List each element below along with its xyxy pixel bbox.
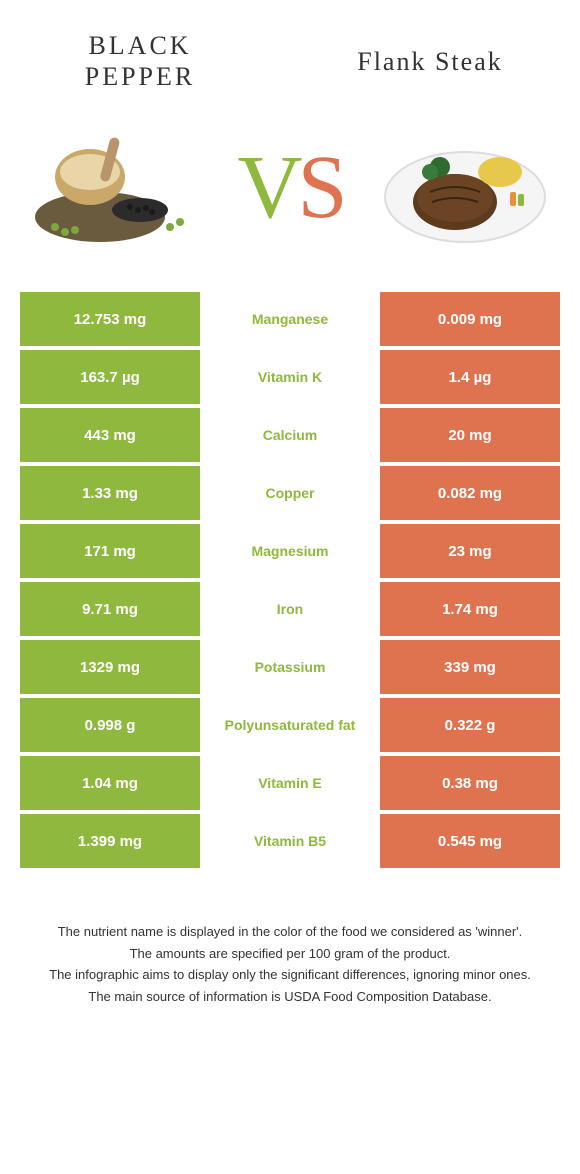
- right-value: 1.4 µg: [380, 350, 560, 404]
- right-value: 23 mg: [380, 524, 560, 578]
- nutrient-name: Copper: [200, 466, 380, 520]
- nutrient-name: Calcium: [200, 408, 380, 462]
- footer-line-3: The infographic aims to display only the…: [30, 965, 550, 985]
- table-row: 1329 mgPotassium339 mg: [20, 640, 560, 694]
- left-value: 1329 mg: [20, 640, 200, 694]
- left-food-image: [30, 122, 200, 252]
- table-row: 163.7 µgVitamin K1.4 µg: [20, 350, 560, 404]
- footer-line-2: The amounts are specified per 100 gram o…: [30, 944, 550, 964]
- right-value: 0.082 mg: [380, 466, 560, 520]
- nutrient-name: Potassium: [200, 640, 380, 694]
- left-value: 1.33 mg: [20, 466, 200, 520]
- nutrient-name: Manganese: [200, 292, 380, 346]
- right-food-title: Flank Steak: [320, 30, 540, 92]
- table-row: 1.33 mgCopper0.082 mg: [20, 466, 560, 520]
- left-food-title: BLACK PEPPER: [40, 30, 240, 92]
- table-row: 443 mgCalcium20 mg: [20, 408, 560, 462]
- nutrient-name: Vitamin K: [200, 350, 380, 404]
- table-row: 171 mgMagnesium23 mg: [20, 524, 560, 578]
- right-value: 0.545 mg: [380, 814, 560, 868]
- table-row: 1.04 mgVitamin E0.38 mg: [20, 756, 560, 810]
- footer-line-1: The nutrient name is displayed in the co…: [30, 922, 550, 942]
- right-value: 0.38 mg: [380, 756, 560, 810]
- vs-v: V: [237, 136, 297, 239]
- left-value: 1.04 mg: [20, 756, 200, 810]
- right-value: 0.322 g: [380, 698, 560, 752]
- left-value: 171 mg: [20, 524, 200, 578]
- table-row: 1.399 mgVitamin B50.545 mg: [20, 814, 560, 868]
- right-value: 339 mg: [380, 640, 560, 694]
- table-row: 0.998 gPolyunsaturated fat0.322 g: [20, 698, 560, 752]
- left-value: 163.7 µg: [20, 350, 200, 404]
- right-value: 0.009 mg: [380, 292, 560, 346]
- right-food-image: [380, 122, 550, 252]
- header: BLACK PEPPER Flank Steak: [0, 0, 580, 112]
- footer-notes: The nutrient name is displayed in the co…: [0, 872, 580, 1006]
- footer-line-4: The main source of information is USDA F…: [30, 987, 550, 1007]
- nutrient-name: Vitamin B5: [200, 814, 380, 868]
- nutrient-name: Vitamin E: [200, 756, 380, 810]
- right-value: 20 mg: [380, 408, 560, 462]
- left-value: 12.753 mg: [20, 292, 200, 346]
- vs-label: VS: [237, 136, 342, 239]
- right-value: 1.74 mg: [380, 582, 560, 636]
- left-value: 9.71 mg: [20, 582, 200, 636]
- nutrient-name: Iron: [200, 582, 380, 636]
- images-row: VS: [0, 112, 580, 292]
- left-value: 0.998 g: [20, 698, 200, 752]
- left-value: 443 mg: [20, 408, 200, 462]
- nutrient-name: Magnesium: [200, 524, 380, 578]
- vs-s: S: [297, 136, 342, 239]
- table-row: 12.753 mgManganese0.009 mg: [20, 292, 560, 346]
- comparison-table: 12.753 mgManganese0.009 mg163.7 µgVitami…: [0, 292, 580, 868]
- table-row: 9.71 mgIron1.74 mg: [20, 582, 560, 636]
- left-value: 1.399 mg: [20, 814, 200, 868]
- nutrient-name: Polyunsaturated fat: [200, 698, 380, 752]
